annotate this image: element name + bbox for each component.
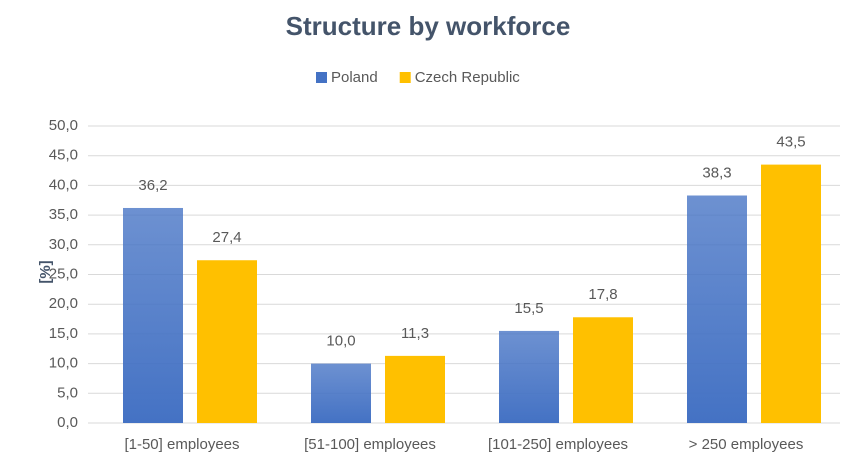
y-tick-label: 10,0 — [49, 355, 78, 372]
y-tick-label: 50,0 — [49, 117, 78, 134]
x-tick-label: > 250 employees — [689, 436, 804, 453]
value-label: 27,4 — [212, 229, 241, 246]
bar — [573, 317, 633, 423]
bar — [499, 330, 559, 423]
y-tick-label: 25,0 — [49, 265, 78, 282]
x-tick-label: [1-50] employees — [124, 436, 239, 453]
legend-swatch — [316, 72, 327, 83]
y-tick-label: 30,0 — [49, 236, 78, 253]
legend-label: Czech Republic — [415, 69, 521, 86]
legend-label: Poland — [331, 69, 378, 86]
bar — [311, 363, 371, 423]
y-tick-label: 35,0 — [49, 206, 78, 223]
y-tick-label: 20,0 — [49, 295, 78, 312]
y-axis-label: [%] — [37, 260, 54, 283]
bar — [197, 260, 257, 423]
y-tick-label: 40,0 — [49, 176, 78, 193]
legend-swatch — [399, 72, 411, 83]
y-tick-label: 0,0 — [57, 414, 78, 431]
bar — [385, 355, 445, 423]
chart-title: Structure by workforce — [286, 11, 571, 41]
x-tick-label: [51-100] employees — [304, 436, 436, 453]
y-tick-label: 5,0 — [57, 384, 78, 401]
y-tick-label: 15,0 — [49, 325, 78, 342]
bar — [687, 195, 747, 423]
value-label: 11,3 — [401, 325, 429, 342]
value-label: 17,8 — [588, 286, 617, 303]
value-label: 10,0 — [326, 333, 355, 350]
value-label: 43,5 — [776, 134, 805, 151]
y-tick-label: 45,0 — [49, 147, 78, 164]
x-tick-label: [101-250] employees — [488, 436, 628, 453]
bar — [123, 207, 183, 423]
value-label: 38,3 — [702, 164, 731, 181]
value-label: 15,5 — [514, 300, 543, 317]
bar — [761, 164, 821, 424]
value-label: 36,2 — [138, 177, 167, 194]
